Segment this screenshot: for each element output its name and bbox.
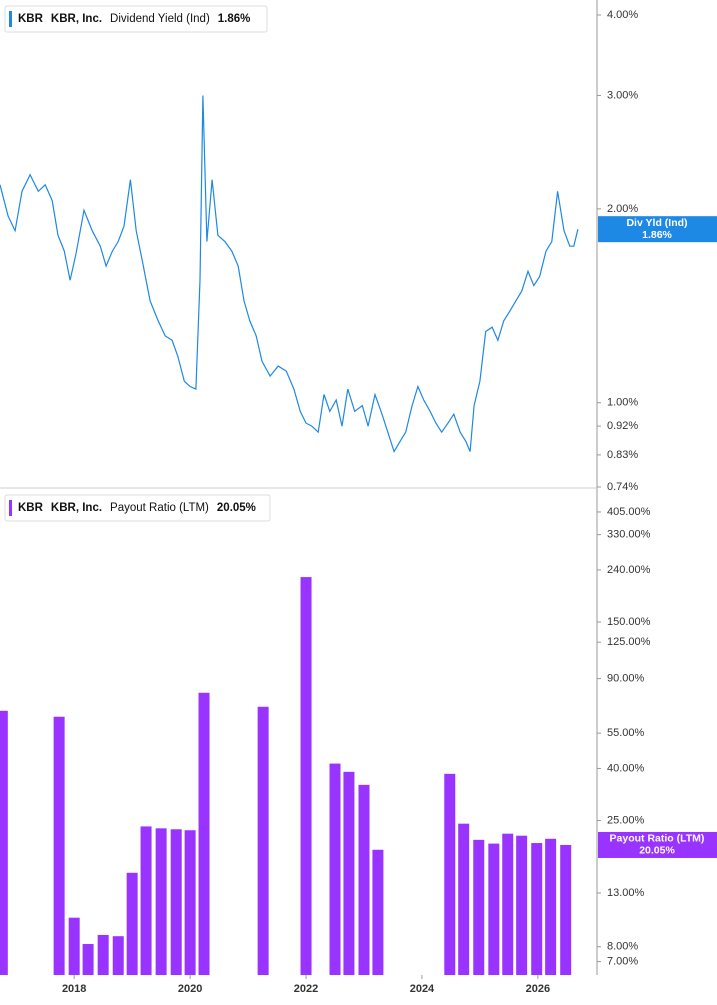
bar [198,692,210,975]
badge-value: 1.86% [642,229,672,241]
bar [155,828,167,975]
y-tick-label: 4.00% [607,9,638,21]
bar [545,838,557,975]
legend-part: 20.05% [217,502,256,514]
line [0,95,579,453]
y-tick-label: 0.74% [607,481,638,493]
y-tick-label: 240.00% [607,564,651,576]
y-tick-label: 405.00% [607,506,651,518]
bar [68,917,80,975]
bar [473,839,485,975]
legend-part: 1.86% [218,13,251,25]
bar [112,936,124,975]
legend-box [4,5,268,33]
bar [560,844,572,975]
y-tick-label: 1.00% [607,397,638,409]
bar [257,706,269,975]
bar [126,872,138,975]
y-tick-label: 3.00% [607,89,638,101]
bar [502,833,514,975]
y-tick-label: 40.00% [607,762,645,774]
badge-name: Payout Ratio (LTM) [610,833,705,845]
y-tick-label: 7.00% [607,955,638,967]
bar [184,830,196,975]
y-tick-label: 13.00% [607,887,645,899]
y-tick-label: 90.00% [607,673,645,685]
bar [444,773,456,975]
bar [82,944,94,975]
bar [516,835,528,975]
bar [343,771,355,975]
legend-swatch [9,11,12,27]
legend-part: Payout Ratio (LTM) [110,502,209,514]
bar [488,843,500,975]
bar [53,716,65,975]
legend-part: Dividend Yield (Ind) [110,13,210,25]
badge-name: Div Yld (Ind) [626,217,687,229]
y-tick-label: 0.92% [607,420,638,432]
legend-part: KBR [18,502,44,514]
bar [140,826,152,975]
bar [0,710,8,975]
bar [329,763,341,975]
x-tick-label: 2020 [178,983,202,995]
x-tick-label: 2022 [294,983,318,995]
legend-part: KBR [18,13,44,25]
legend-part: KBR, Inc. [51,502,102,514]
legend-swatch [9,500,12,516]
y-tick-label: 8.00% [607,941,638,953]
bar [358,784,370,975]
bar [170,829,182,975]
value-badge [598,831,717,858]
x-tick-label: 2026 [526,983,550,995]
bar [300,577,312,975]
legend: KBR KBR, Inc. Payout Ratio (LTM) 20.05% [18,502,256,514]
bar [531,843,543,975]
y-tick-label: 2.00% [607,203,638,215]
y-tick-label: 125.00% [607,636,651,648]
bar [372,849,384,975]
x-tick-label: 2024 [410,983,435,995]
bar [458,823,470,975]
x-tick-label: 2018 [62,983,86,995]
y-tick-label: 55.00% [607,727,645,739]
badge-value: 20.05% [639,845,675,857]
legend: KBR KBR, Inc. Dividend Yield (Ind) 1.86% [18,13,250,25]
y-tick-label: 25.00% [607,814,645,826]
legend-box [4,494,271,522]
y-tick-label: 150.00% [607,616,651,628]
bar [97,934,109,975]
legend-part: KBR, Inc. [51,13,102,25]
value-badge [598,216,717,243]
y-tick-label: 330.00% [607,529,651,541]
y-tick-label: 0.83% [607,449,638,461]
